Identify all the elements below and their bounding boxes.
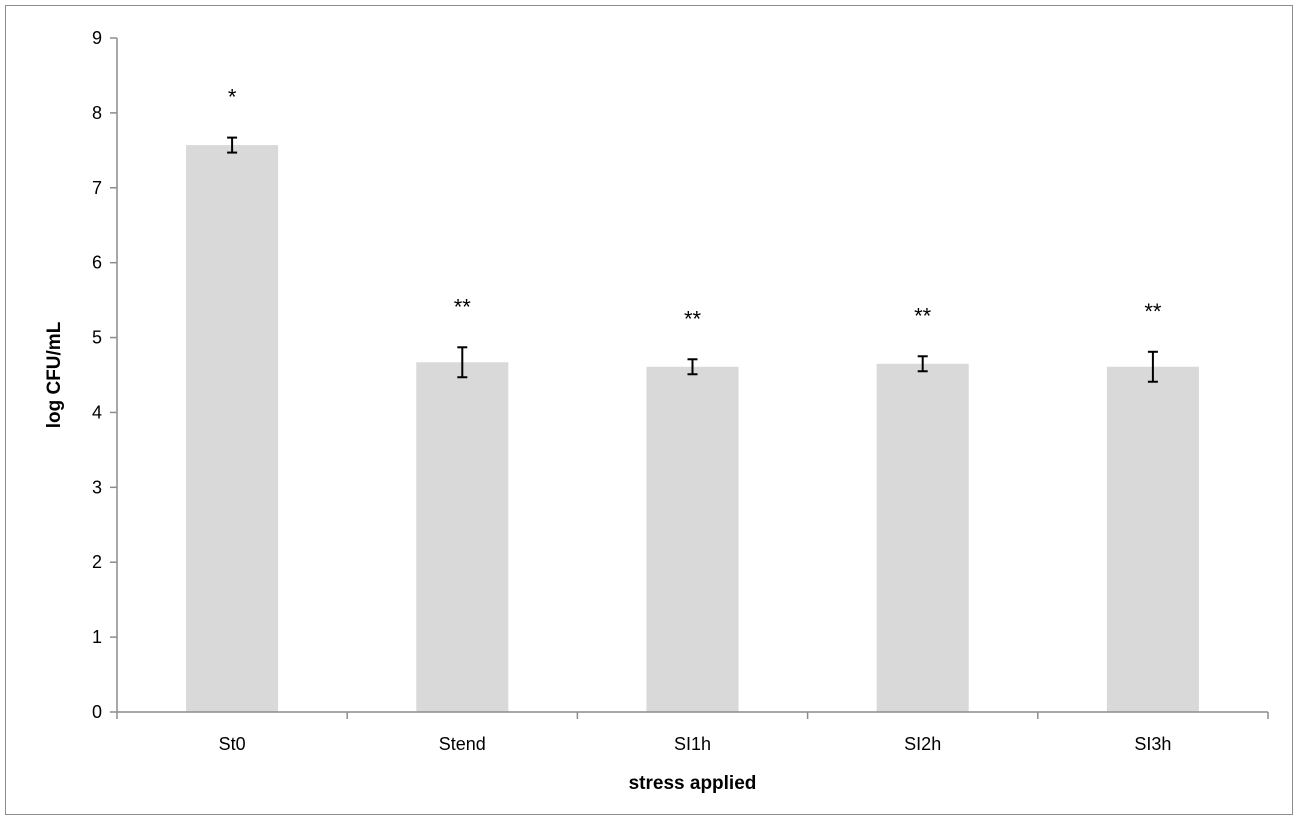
bar-si3h: [1106, 366, 1199, 712]
y-tick-label: 3: [92, 477, 102, 497]
y-axis-title: log CFU/mL: [44, 321, 65, 428]
significance-label: **: [914, 303, 932, 328]
significance-label: *: [228, 85, 237, 110]
y-tick-label: 7: [92, 178, 102, 198]
significance-label: **: [684, 306, 702, 331]
x-tick-label: SI2h: [904, 734, 941, 754]
x-tick-label: SI3h: [1134, 734, 1171, 754]
bar-si2h: [876, 363, 969, 712]
bars-group: [186, 145, 1199, 712]
x-tick-label: St0: [219, 734, 246, 754]
y-tick-label: 8: [92, 103, 102, 123]
x-axis-ticks: St0 Stend SI1h SI2h SI3h: [116, 712, 1269, 754]
x-tick-label: SI1h: [674, 734, 711, 754]
bar-stend: [416, 362, 509, 712]
y-tick-label: 1: [92, 627, 102, 647]
x-tick-label: Stend: [439, 734, 486, 754]
significance-labels-group: *** ** ** **: [228, 85, 1162, 332]
y-tick-label: 6: [92, 253, 102, 273]
y-axis-ticks: 0 1 2 3 4 5 6 7 8 9: [92, 28, 117, 722]
y-tick-label: 0: [92, 702, 102, 722]
significance-label: **: [454, 294, 472, 319]
significance-label: **: [1144, 299, 1162, 324]
y-tick-label: 4: [92, 402, 102, 422]
y-tick-label: 9: [92, 28, 102, 48]
error-bars-group: [227, 136, 1158, 383]
y-tick-label: 2: [92, 552, 102, 572]
x-axis-title: stress applied: [629, 773, 757, 794]
y-tick-label: 5: [92, 328, 102, 348]
bar-si1h: [646, 366, 739, 712]
bar-st0: [186, 145, 279, 712]
